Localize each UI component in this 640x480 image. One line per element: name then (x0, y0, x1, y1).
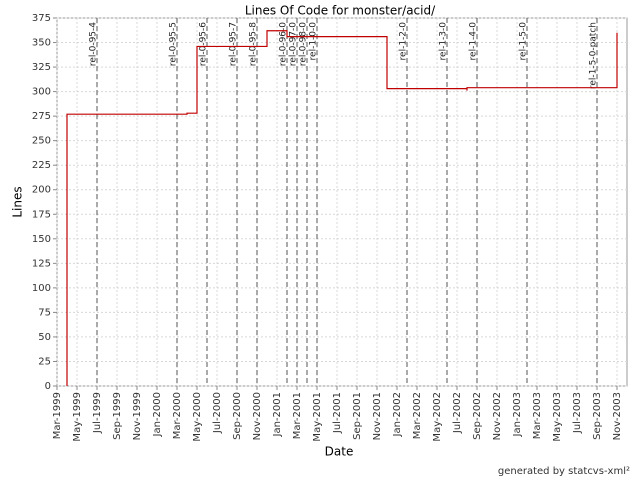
x-tick-label: May-2000 (192, 392, 203, 442)
release-label: rel-0-96-0 (279, 22, 289, 66)
x-tick-label: Nov-2000 (252, 392, 263, 440)
x-tick-label: Sep-2002 (472, 392, 483, 440)
x-tick-label: Jan-2003 (512, 392, 523, 437)
release-label: rel-1-5-0-patch (589, 22, 599, 89)
y-tick-label: 300 (32, 87, 51, 98)
x-tick-label: Nov-2003 (612, 392, 623, 440)
release-label: rel-0-95-8 (249, 22, 259, 66)
release-label: rel-0-97-0 (289, 22, 299, 66)
y-tick-label: 225 (32, 160, 51, 171)
plot-area (56, 17, 628, 387)
x-tick-label: May-1999 (72, 392, 83, 442)
release-label: rel-0-95-5 (169, 22, 179, 66)
x-tick-label: Nov-1999 (132, 392, 143, 440)
x-tick-label: Mar-1999 (52, 392, 63, 439)
y-tick-label: 25 (38, 356, 51, 367)
x-tick-label: Sep-2003 (592, 392, 603, 440)
y-tick-label: 325 (32, 62, 51, 73)
x-tick-label: Mar-2001 (292, 392, 303, 439)
x-tick-label: Jul-2002 (452, 392, 463, 434)
y-tick-label: 100 (32, 283, 51, 294)
x-tick-label: Mar-2002 (412, 392, 423, 439)
x-tick-label: Mar-2003 (532, 392, 543, 439)
x-tick-label: Nov-2002 (492, 392, 503, 440)
x-tick-label: Jul-2003 (572, 392, 583, 434)
x-tick-label: May-2003 (552, 392, 563, 442)
release-label: rel-1-3-0 (439, 22, 449, 61)
x-tick-label: May-2001 (312, 392, 323, 442)
y-tick-label: 250 (32, 136, 51, 147)
x-tick-label: Jan-2000 (152, 392, 163, 437)
release-label: rel-1-2-0 (399, 22, 409, 61)
y-axis-title: Lines (11, 186, 25, 217)
x-tick-label: Sep-2001 (352, 392, 363, 440)
y-tick-label: 350 (32, 38, 51, 49)
y-tick-label: 0 (45, 381, 51, 392)
x-tick-label: Jan-2001 (272, 392, 283, 437)
x-tick-label: May-2002 (432, 392, 443, 442)
x-tick-label: Jul-2001 (332, 392, 343, 434)
y-tick-label: 175 (32, 209, 51, 220)
x-tick-label: Sep-1999 (112, 392, 123, 440)
y-tick-label: 125 (32, 258, 51, 269)
release-label: rel-0-98-0 (299, 22, 309, 66)
release-label: rel-1-0-0 (309, 22, 319, 61)
release-label: rel-1-5-0 (519, 22, 529, 61)
y-tick-label: 75 (38, 307, 51, 318)
release-label: rel-0-95-6 (199, 22, 209, 66)
x-tick-label: Jan-2002 (392, 392, 403, 437)
x-tick-label: Mar-2000 (172, 392, 183, 439)
y-tick-label: 375 (32, 13, 51, 24)
data-line (66, 30, 618, 386)
chart-title: Lines Of Code for monster/acid/ (245, 4, 436, 18)
x-axis-title: Date (325, 445, 354, 459)
release-label: rel-0-95-7 (229, 22, 239, 66)
release-label: rel-0-95-4 (89, 22, 99, 66)
x-tick-label: Nov-2001 (372, 392, 383, 440)
y-tick-label: 275 (32, 111, 51, 122)
y-tick-label: 150 (32, 234, 51, 245)
release-label: rel-1-4-0 (469, 22, 479, 61)
footer: generated by statcvs-xml² (498, 466, 630, 477)
y-tick-label: 50 (38, 332, 51, 343)
y-tick-label: 200 (32, 185, 51, 196)
x-tick-label: Jul-2000 (212, 392, 223, 434)
x-tick-label: Sep-2000 (232, 392, 243, 440)
x-tick-label: Jul-1999 (92, 392, 103, 434)
